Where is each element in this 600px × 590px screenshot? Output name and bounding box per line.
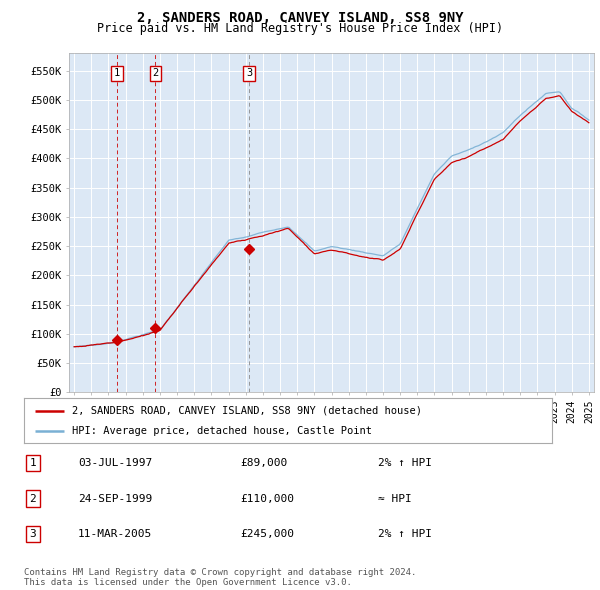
Text: 24-SEP-1999: 24-SEP-1999	[78, 494, 152, 503]
Text: 1: 1	[29, 458, 37, 468]
Text: This data is licensed under the Open Government Licence v3.0.: This data is licensed under the Open Gov…	[24, 578, 352, 588]
Text: £89,000: £89,000	[240, 458, 287, 468]
Text: 2% ↑ HPI: 2% ↑ HPI	[378, 529, 432, 539]
Text: 2: 2	[152, 68, 158, 78]
Text: HPI: Average price, detached house, Castle Point: HPI: Average price, detached house, Cast…	[71, 426, 371, 436]
Text: 3: 3	[246, 68, 252, 78]
Text: 03-JUL-1997: 03-JUL-1997	[78, 458, 152, 468]
Text: £245,000: £245,000	[240, 529, 294, 539]
Text: 2% ↑ HPI: 2% ↑ HPI	[378, 458, 432, 468]
Text: £110,000: £110,000	[240, 494, 294, 503]
Text: 2, SANDERS ROAD, CANVEY ISLAND, SS8 9NY (detached house): 2, SANDERS ROAD, CANVEY ISLAND, SS8 9NY …	[71, 406, 422, 415]
Text: 3: 3	[29, 529, 37, 539]
Text: 2: 2	[29, 494, 37, 503]
Text: 1: 1	[114, 68, 121, 78]
Text: ≈ HPI: ≈ HPI	[378, 494, 412, 503]
Text: 2, SANDERS ROAD, CANVEY ISLAND, SS8 9NY: 2, SANDERS ROAD, CANVEY ISLAND, SS8 9NY	[137, 11, 463, 25]
Text: Price paid vs. HM Land Registry's House Price Index (HPI): Price paid vs. HM Land Registry's House …	[97, 22, 503, 35]
Text: Contains HM Land Registry data © Crown copyright and database right 2024.: Contains HM Land Registry data © Crown c…	[24, 568, 416, 577]
Text: 11-MAR-2005: 11-MAR-2005	[78, 529, 152, 539]
